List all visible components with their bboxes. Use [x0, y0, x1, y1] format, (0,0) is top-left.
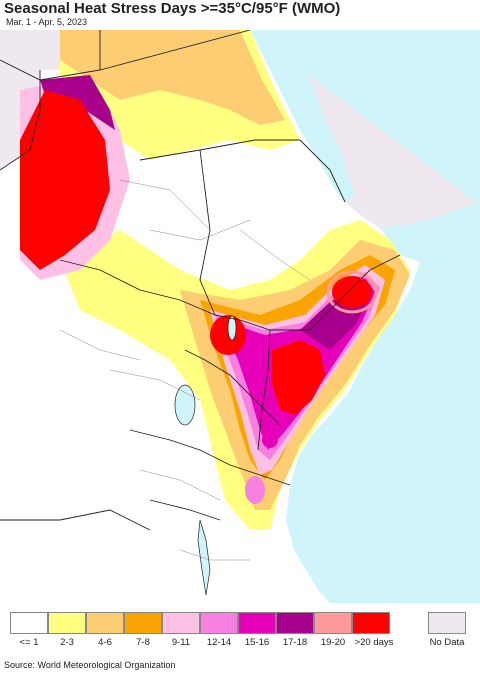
zone-gt20-east [332, 276, 372, 308]
legend-swatch [10, 612, 48, 634]
date-range: Mar. 1 - Apr. 5, 2023 [6, 17, 88, 27]
source-credit: Source: World Meteorological Organizatio… [4, 660, 176, 670]
legend-label: 17-18 [282, 637, 308, 648]
map-title: Seasonal Heat Stress Days >=35°C/95°F (W… [4, 0, 341, 17]
legend-swatch [48, 612, 86, 634]
internal-boundaries [59, 179, 311, 561]
legend-label: 9-11 [171, 637, 191, 648]
legend-swatch [124, 612, 162, 634]
legend-swatch [162, 612, 200, 634]
lake [174, 384, 196, 426]
legend-swatch [200, 612, 238, 634]
lake [197, 519, 211, 596]
legend-label: 7-8 [136, 637, 150, 648]
legend-swatch [314, 612, 352, 634]
zone-19-20 [326, 270, 378, 314]
legend-swatch [238, 612, 276, 634]
legend-swatch [276, 612, 314, 634]
legend-label: 4-6 [98, 637, 112, 648]
legend-swatch-no-data [428, 612, 466, 634]
lake [227, 315, 237, 341]
legend-swatch [86, 612, 124, 634]
country-boundaries [0, 30, 401, 531]
legend-label: >20 days [354, 637, 394, 648]
sea-area [250, 30, 480, 603]
red-sea [250, 30, 355, 202]
zone-4-6 [60, 30, 285, 125]
heat-stress-map [0, 30, 480, 603]
legend-label-no-data: No Data [429, 637, 465, 648]
zone-12-14-south [245, 476, 265, 504]
legend: <= 1 2-3 4-6 7-8 9-11 12-14 15-16 17-18 … [10, 612, 472, 652]
legend-label: <= 1 [19, 637, 39, 648]
zone-gt20-central [272, 340, 325, 415]
zone-15-16-south [262, 432, 278, 448]
zone-gt20-west [20, 90, 110, 270]
legend-swatch [352, 612, 390, 634]
legend-label: 19-20 [320, 637, 346, 648]
legend-label: 2-3 [60, 637, 74, 648]
legend-label: 15-16 [244, 637, 270, 648]
zone-gt20-lake [210, 315, 246, 355]
legend-label: 12-14 [206, 637, 232, 648]
